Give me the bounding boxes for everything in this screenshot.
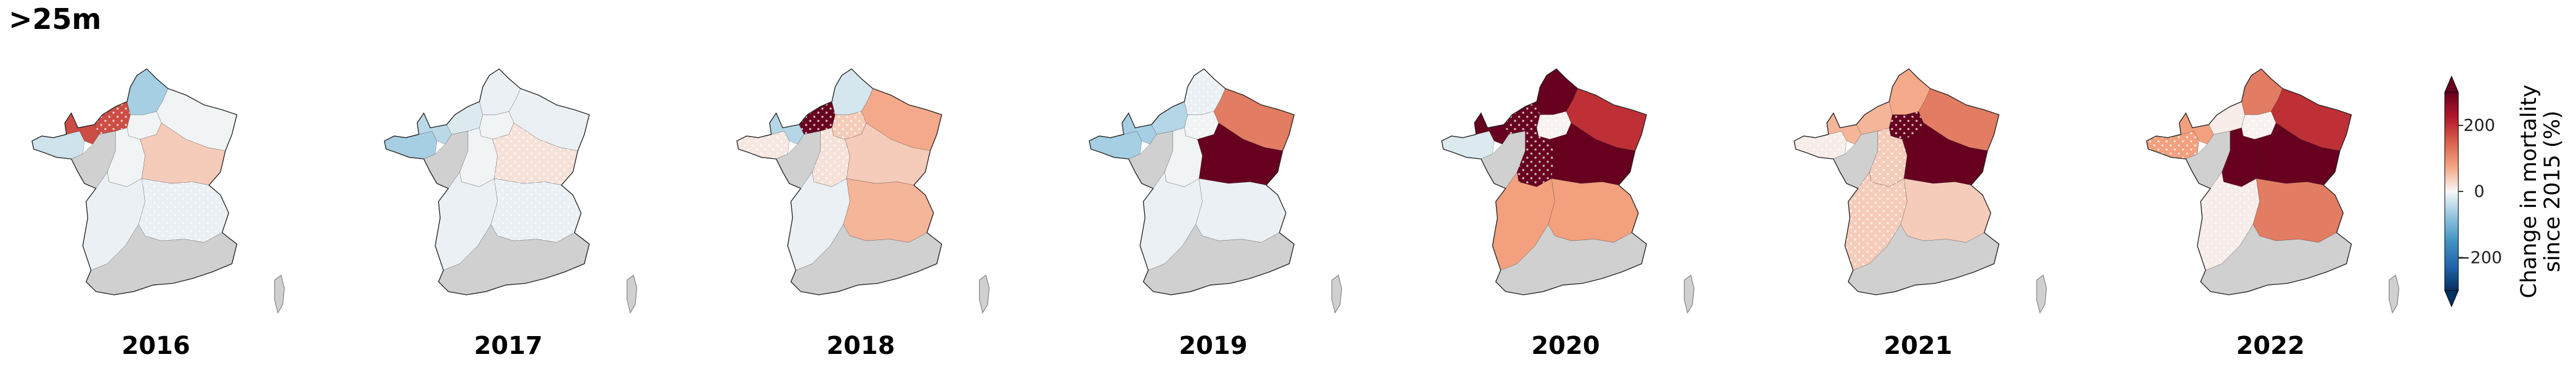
panel-label-2017: 2017: [474, 332, 542, 360]
panel-label-2016: 2016: [121, 332, 190, 360]
region-corse-2018: [979, 275, 990, 314]
hatch-ile-de-france-2018: [832, 111, 867, 140]
hatch-auvergne-rhone-alpes-2016: [138, 178, 229, 243]
panel-label-2020: 2020: [1531, 332, 1599, 360]
colorbar-label: Change in mortalitysince 2015 (%): [2517, 84, 2565, 298]
map-panel-2017: [384, 68, 638, 314]
map-panel-2019: [1089, 68, 1343, 314]
region-corse-2017: [627, 275, 638, 314]
region-auvergne-rhone-alpes-2019: [1195, 178, 1286, 243]
hatch-ile-de-france-2020: [1537, 111, 1572, 140]
hatch-ile-de-france-2019: [1184, 111, 1219, 140]
colorbar-tick-label: 200: [2463, 116, 2495, 135]
hatch-nouvelle-aquitaine-2021: [1845, 172, 1908, 271]
colorbar-tick-label: −200: [2456, 248, 2502, 267]
page-title: >25m: [9, 2, 102, 36]
hatch-centre-val-de-loire-2020: [1517, 127, 1555, 187]
region-bretagne-2019: [1089, 130, 1142, 159]
panel-label-2021: 2021: [1883, 332, 1952, 360]
colorbar-tick-label: 0: [2474, 182, 2484, 201]
hatch-ile-de-france-2021: [1889, 111, 1924, 140]
colorbar-extend-min: [2444, 290, 2459, 308]
map-panel-2022: [2146, 68, 2400, 314]
region-corse-2022: [2389, 275, 2400, 314]
hatch-normandie-est-2018: [799, 102, 835, 135]
region-auvergne-rhone-alpes-2018: [843, 178, 934, 243]
region-auvergne-rhone-alpes-2022: [2253, 178, 2344, 243]
colorbar: −200 0 200 Change in mortalitysince 2015 (%…: [2444, 75, 2565, 308]
region-bretagne-2017: [384, 130, 437, 159]
hatch-bretagne-2018: [736, 131, 790, 159]
panel-label-2019: 2019: [1179, 332, 1247, 360]
coastline-2018: [736, 68, 943, 295]
region-auvergne-rhone-alpes-2020: [1548, 178, 1639, 243]
map-panel-2021: [1794, 68, 2047, 314]
map-panel-2016: [31, 68, 285, 314]
coastline-2021: [1794, 68, 2000, 295]
hatch-normandie-est-2016: [94, 102, 131, 135]
map-panel-2020: [1441, 68, 1695, 314]
hatch-bretagne-2021: [1794, 131, 1847, 159]
hatch-auvergne-rhone-alpes-2017: [490, 178, 582, 243]
panel-label-2022: 2022: [2236, 332, 2304, 360]
region-corse-2016: [274, 275, 285, 314]
coastline-2016: [31, 68, 238, 295]
region-corse-2021: [2036, 275, 2047, 314]
hatch-bretagne-2022: [2146, 131, 2200, 159]
hatch-nouvelle-aquitaine-2022: [2197, 172, 2260, 271]
coastline-2017: [384, 68, 590, 295]
map-panel-2018: [736, 68, 990, 314]
coastline-2020: [1441, 68, 1648, 295]
hatch-centre-val-de-loire-2021: [1869, 127, 1908, 187]
hatch-bourgogne-franche-comte-2017: [492, 122, 578, 185]
colorbar-extend-max: [2444, 75, 2459, 93]
coastline-2019: [1089, 68, 1295, 295]
hatch-hauts-de-france-2019: [1184, 68, 1225, 115]
hatch-centre-val-de-loire-2018: [812, 127, 850, 187]
region-bretagne-2016: [31, 130, 85, 159]
hatch-normandie-est-2020: [1504, 102, 1540, 135]
region-bretagne-2020: [1441, 130, 1495, 159]
hatch-ile-de-france-2022: [2241, 111, 2277, 140]
panel-label-2018: 2018: [826, 332, 895, 360]
region-auvergne-rhone-alpes-2021: [1900, 178, 1991, 243]
region-corse-2020: [1684, 275, 1695, 314]
coastline-2022: [2146, 68, 2352, 295]
region-corse-2019: [1331, 275, 1343, 314]
